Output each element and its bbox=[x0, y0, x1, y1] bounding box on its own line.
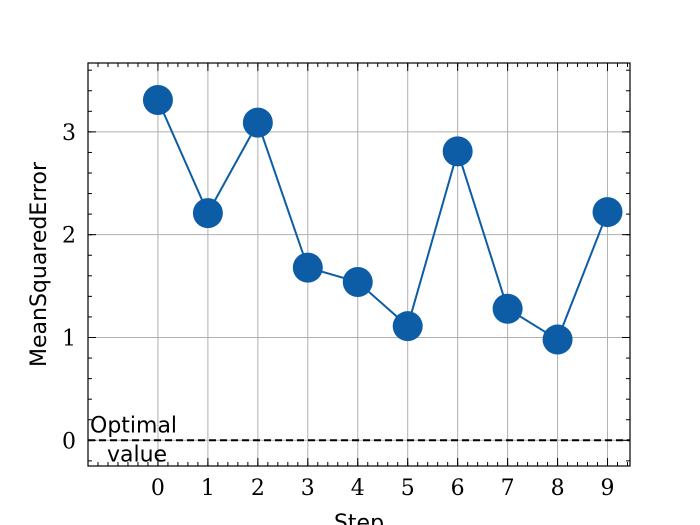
data-point bbox=[492, 293, 523, 324]
data-point bbox=[392, 311, 423, 342]
y-tick-label: 2 bbox=[62, 224, 76, 249]
x-tick-label: 5 bbox=[401, 476, 415, 501]
data-point bbox=[342, 266, 373, 297]
x-axis-label: Step bbox=[334, 511, 384, 525]
tick-labels: 0 1 2 3 4 5 6 7 8 9 0 1 2 3 bbox=[62, 121, 615, 501]
x-tick-label: 3 bbox=[301, 476, 315, 501]
x-tick-label: 4 bbox=[351, 476, 365, 501]
data-point bbox=[142, 85, 173, 116]
x-tick-label: 2 bbox=[251, 476, 265, 501]
major-ticks bbox=[88, 63, 630, 466]
y-tick-label: 0 bbox=[62, 429, 76, 454]
data-point bbox=[242, 107, 273, 138]
y-axis-label: MeanSquaredError bbox=[27, 161, 52, 367]
data-point bbox=[592, 197, 623, 228]
x-tick-label: 8 bbox=[551, 476, 565, 501]
plot-frame bbox=[87, 62, 631, 467]
x-tick-label: 1 bbox=[201, 476, 215, 501]
annotation-optimal: Optimal bbox=[90, 413, 177, 438]
y-tick-label: 1 bbox=[62, 326, 76, 351]
x-tick-label: 6 bbox=[451, 476, 465, 501]
data-point bbox=[542, 324, 573, 355]
data-point bbox=[292, 252, 323, 283]
data-point bbox=[192, 198, 223, 229]
series-line bbox=[157, 99, 609, 342]
data-point bbox=[442, 136, 473, 167]
y-tick-label: 3 bbox=[62, 121, 76, 146]
x-tick-label: 9 bbox=[601, 476, 615, 501]
x-tick-label: 0 bbox=[151, 476, 165, 501]
annotation-value: value bbox=[107, 442, 167, 467]
series-line-and-markers bbox=[142, 85, 623, 355]
x-tick-label: 7 bbox=[501, 476, 515, 501]
